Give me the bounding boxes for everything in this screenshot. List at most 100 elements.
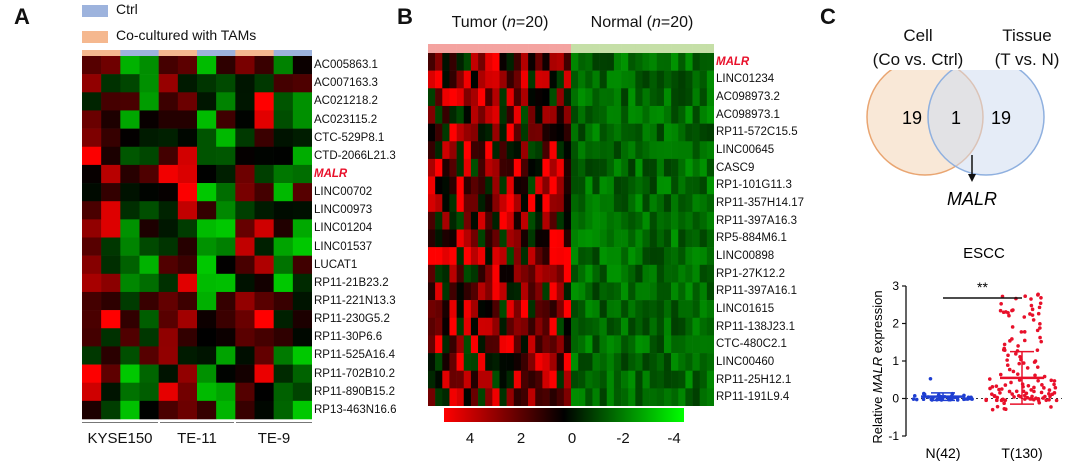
heatmap-a-cell <box>254 310 274 329</box>
heatmap-b-cell <box>571 370 579 389</box>
heatmap-b-cell <box>442 176 450 195</box>
heatmap-b-cell <box>506 353 515 371</box>
sample-group-bar <box>663 44 672 53</box>
heatmap-b-cell <box>478 388 486 406</box>
heatmap-a-cell <box>120 346 140 365</box>
heatmap-b-cell <box>492 211 500 230</box>
heatmap-b-cell <box>663 317 672 336</box>
heatmap-a-cell <box>82 56 102 75</box>
heatmap-a-cell <box>139 201 159 220</box>
heatmap-a <box>82 50 312 420</box>
venn-left-count: 19 <box>902 108 922 128</box>
heatmap-b-cell <box>463 211 472 230</box>
heatmap-b-cell <box>599 88 608 107</box>
heatmap-b-cell <box>678 53 686 71</box>
heatmap-a-cell <box>273 92 294 111</box>
gene-label-a: CTC-529P8.1 <box>314 131 385 144</box>
heatmap-a-cell <box>139 219 159 238</box>
heatmap-b-cell <box>685 388 693 406</box>
heatmap-b-cell <box>492 264 500 283</box>
heatmap-b-cell <box>685 105 693 124</box>
data-point <box>914 397 919 402</box>
heatmap-b-cell <box>656 335 665 354</box>
heatmap-b-cell <box>456 353 465 371</box>
heatmap-a-cell <box>292 346 312 365</box>
heatmap-b-cell <box>578 53 586 71</box>
heatmap-b-cell <box>528 353 536 371</box>
heatmap-b-cell <box>706 353 714 371</box>
gene-label-b: CASC9 <box>716 161 755 174</box>
heatmap-b-cell <box>428 300 436 319</box>
heatmap-a-cell <box>292 219 312 238</box>
heatmap-b-cell <box>613 300 622 319</box>
heatmap-a-cell <box>235 146 255 166</box>
heatmap-b-cell <box>456 194 465 213</box>
heatmap-b-cell <box>628 176 636 195</box>
heatmap-a-cell <box>158 128 179 148</box>
heatmap-a-cell <box>82 382 102 402</box>
heatmap-a-cell <box>158 74 179 93</box>
heatmap-a-cell <box>177 219 198 238</box>
heatmap-b-cell <box>428 141 436 160</box>
heatmap-b-cell <box>535 229 543 248</box>
data-point <box>1017 361 1022 366</box>
heatmap-b-cell <box>678 370 686 389</box>
heatmap-b-cell <box>556 388 565 406</box>
heatmap-b-cell <box>685 70 693 89</box>
heatmap-b-cell <box>599 141 608 160</box>
heatmap-a-cell <box>197 364 217 383</box>
heatmap-a-cell <box>120 92 140 111</box>
heatmap-b-cell <box>706 335 714 354</box>
data-point <box>1026 383 1031 388</box>
heatmap-a-cell <box>120 201 140 220</box>
heatmap-b-cell <box>692 282 700 301</box>
heatmap-a-cell <box>120 183 140 202</box>
heatmap-b-cell <box>571 317 579 336</box>
heatmap-b-cell <box>563 158 572 177</box>
heatmap-b-cell <box>435 70 443 89</box>
heatmap-b-cell <box>578 388 586 406</box>
data-point <box>1014 389 1019 394</box>
heatmap-b-cell <box>513 158 522 177</box>
heatmap-b-cell <box>456 176 465 195</box>
heatmap-b-cell <box>685 353 693 371</box>
heatmap-b-cell <box>470 176 479 195</box>
heatmap-b-cell <box>578 247 586 266</box>
heatmap-a-cell <box>120 164 140 184</box>
heatmap-b-cell <box>449 123 457 142</box>
heatmap-b-cell <box>571 141 579 160</box>
normal-group-header: Normal (n=20) <box>590 14 694 31</box>
heatmap-b-cell <box>485 194 493 213</box>
heatmap-b-cell <box>578 353 586 371</box>
heatmap-a-cell <box>177 382 198 402</box>
venn-diagram: 19 1 19 MALR <box>866 70 1045 209</box>
heatmap-b-cell <box>685 53 693 71</box>
heatmap-b-cell <box>642 229 650 248</box>
sample-group-bar <box>571 44 579 53</box>
data-point <box>1049 405 1053 409</box>
data-point <box>1023 294 1027 299</box>
heatmap-b-cell <box>706 317 714 336</box>
legend-ctrl-swatch <box>82 5 108 17</box>
heatmap-b-cell <box>656 211 665 230</box>
heatmap-b-cell <box>449 141 457 160</box>
heatmap-b-cell <box>628 158 636 177</box>
heatmap-a-cell <box>101 92 121 111</box>
heatmap-b-cell <box>463 105 472 124</box>
heatmap-a-cell <box>197 92 217 111</box>
heatmap-b-cell <box>478 70 486 89</box>
heatmap-a-cell <box>292 128 312 148</box>
heatmap-a-cell <box>197 201 217 220</box>
heatmap-b-cell <box>635 70 643 89</box>
heatmap-a-cell <box>273 328 294 347</box>
gene-label-a: LINC01537 <box>314 240 373 253</box>
heatmap-b-cell <box>435 123 443 142</box>
heatmap-a-cell <box>235 273 255 293</box>
sample-group-bar <box>635 44 643 53</box>
heatmap-b-cell <box>520 211 529 230</box>
heatmap-a-cell <box>82 291 102 311</box>
heatmap-b-cell <box>606 123 615 142</box>
heatmap-b-cell <box>635 370 643 389</box>
heatmap-b-cell <box>549 370 557 389</box>
heatmap-a-cell <box>158 146 179 166</box>
